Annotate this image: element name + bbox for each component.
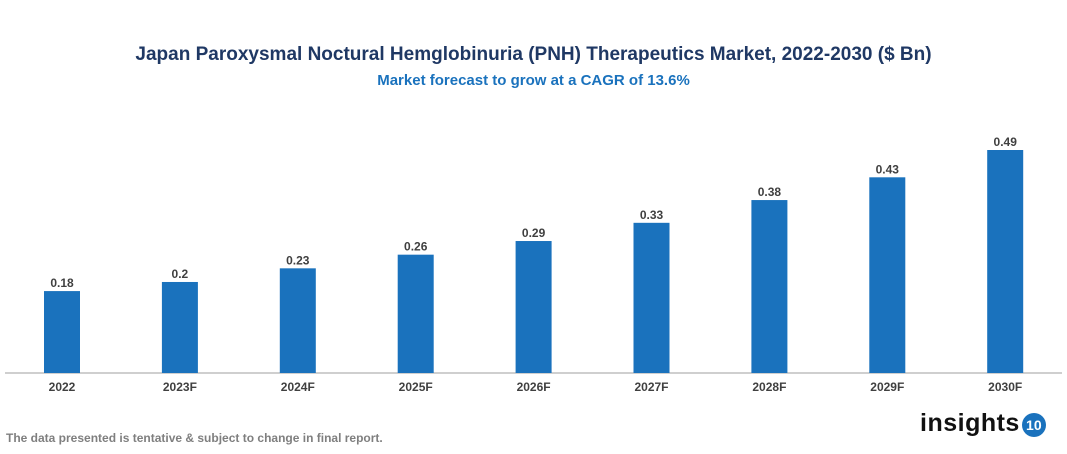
data-label: 0.23 bbox=[286, 253, 310, 267]
data-label: 0.29 bbox=[522, 226, 546, 240]
footnote: The data presented is tentative & subjec… bbox=[6, 431, 383, 445]
x-tick-label: 2024F bbox=[281, 380, 315, 394]
insights10-logo: insights 10 bbox=[920, 409, 1046, 438]
data-label: 0.18 bbox=[50, 276, 74, 290]
chart-title: Japan Paroxysmal Noctural Hemglobinuria … bbox=[135, 44, 932, 65]
bar-2024F bbox=[279, 268, 316, 373]
bar-2023F bbox=[161, 281, 198, 373]
x-tick-label: 2023F bbox=[163, 380, 197, 394]
x-tick-label: 2027F bbox=[634, 380, 668, 394]
bar-2029F bbox=[869, 177, 906, 373]
chart-subtitle: Market forecast to grow at a CAGR of 13.… bbox=[377, 72, 690, 89]
data-label: 0.38 bbox=[758, 185, 782, 199]
data-label: 0.33 bbox=[640, 208, 664, 222]
x-tick-label: 2029F bbox=[870, 380, 904, 394]
bar-2026F bbox=[515, 241, 552, 373]
x-tick-label: 2030F bbox=[988, 380, 1022, 394]
bar-2025F bbox=[397, 254, 434, 373]
x-tick-label: 2026F bbox=[517, 380, 551, 394]
logo-text: insights bbox=[920, 409, 1020, 437]
logo-badge: 10 bbox=[1021, 413, 1046, 437]
data-label: 0.2 bbox=[172, 267, 189, 281]
x-tick-label: 2028F bbox=[752, 380, 786, 394]
bar-2022 bbox=[44, 291, 80, 373]
x-tick-label: 2025F bbox=[399, 380, 433, 394]
bar-2030F bbox=[987, 150, 1024, 373]
bar-2027F bbox=[633, 222, 670, 373]
bar-2028F bbox=[751, 200, 788, 373]
data-label: 0.43 bbox=[876, 162, 900, 176]
data-label: 0.26 bbox=[404, 240, 428, 254]
data-label: 0.49 bbox=[994, 135, 1018, 149]
x-tick-label: 2022 bbox=[49, 380, 76, 394]
